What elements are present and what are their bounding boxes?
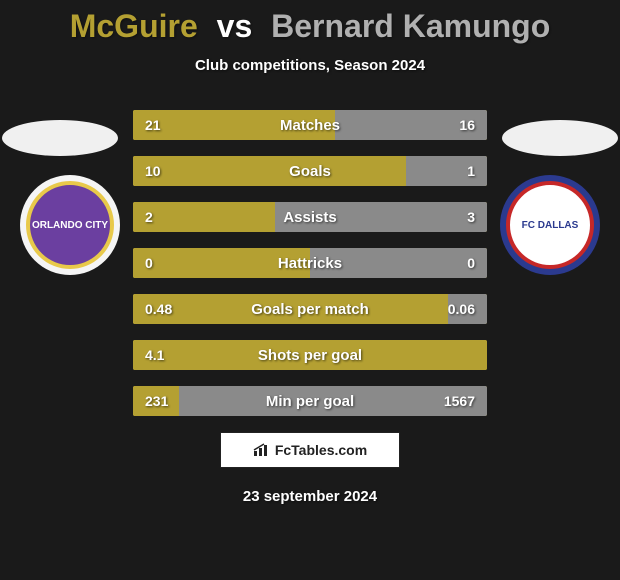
brand-badge: FcTables.com bbox=[220, 432, 400, 468]
player2-name: Bernard Kamungo bbox=[271, 8, 550, 44]
stats-panel: 2116Matches 101Goals 23Assists 00Hattricks 0… bbox=[133, 110, 487, 416]
player1-name: McGuire bbox=[70, 8, 198, 44]
brand-text: FcTables.com bbox=[275, 442, 367, 458]
date-label: 23 september 2024 bbox=[0, 488, 620, 505]
stat-label: Min per goal bbox=[133, 386, 487, 416]
flag-left bbox=[2, 120, 118, 156]
stat-row: 101Goals bbox=[133, 156, 487, 186]
stat-label: Goals bbox=[133, 156, 487, 186]
comparison-infographic: McGuire vs Bernard Kamungo Club competit… bbox=[0, 0, 620, 580]
comparison-title: McGuire vs Bernard Kamungo bbox=[0, 8, 620, 45]
vs-label: vs bbox=[217, 8, 253, 44]
stat-label: Goals per match bbox=[133, 294, 487, 324]
stat-label: Assists bbox=[133, 202, 487, 232]
club-crest-left: ORLANDO CITY bbox=[20, 175, 120, 275]
brand-chart-icon bbox=[253, 443, 271, 457]
stat-row: 23Assists bbox=[133, 202, 487, 232]
stat-row: 2311567Min per goal bbox=[133, 386, 487, 416]
club-crest-right-label: FC DALLAS bbox=[522, 220, 579, 231]
club-crest-left-label: ORLANDO CITY bbox=[32, 220, 108, 231]
flag-right bbox=[502, 120, 618, 156]
stat-row: 4.1Shots per goal bbox=[133, 340, 487, 370]
stat-label: Matches bbox=[133, 110, 487, 140]
club-crest-right: FC DALLAS bbox=[500, 175, 600, 275]
stat-label: Hattricks bbox=[133, 248, 487, 278]
stat-label: Shots per goal bbox=[133, 340, 487, 370]
subtitle: Club competitions, Season 2024 bbox=[0, 57, 620, 74]
stat-row: 0.480.06Goals per match bbox=[133, 294, 487, 324]
stat-row: 2116Matches bbox=[133, 110, 487, 140]
stat-row: 00Hattricks bbox=[133, 248, 487, 278]
club-crest-right-inner: FC DALLAS bbox=[506, 181, 594, 269]
club-crest-left-inner: ORLANDO CITY bbox=[26, 181, 114, 269]
